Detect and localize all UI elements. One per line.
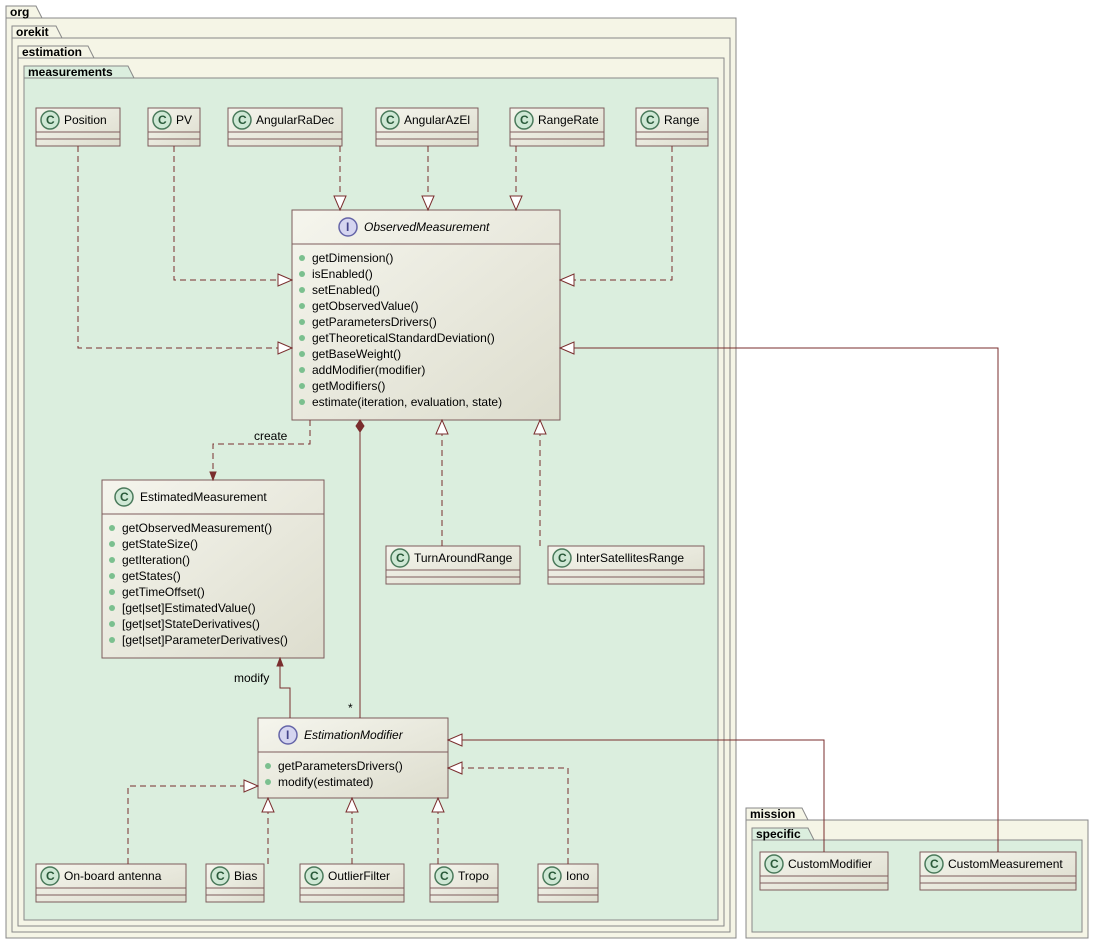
pkg-orekit-label: orekit [16, 25, 49, 39]
svg-text:C: C [558, 551, 567, 565]
svg-text:[get|set]StateDerivatives(): [get|set]StateDerivatives() [122, 617, 260, 631]
svg-text:EstimationModifier: EstimationModifier [304, 728, 404, 742]
svg-text:C: C [386, 113, 395, 127]
class-Tropo: C Tropo [430, 864, 498, 902]
svg-text:I: I [286, 728, 289, 742]
svg-text:PV: PV [176, 113, 192, 127]
class-PV: C PV [148, 108, 200, 146]
svg-text:getIteration(): getIteration() [122, 553, 190, 567]
class-TurnAroundRange: C TurnAroundRange [386, 546, 520, 584]
svg-text:On-board antenna: On-board antenna [64, 869, 162, 883]
class-OutlierFilter: C OutlierFilter [300, 864, 404, 902]
class-Range: C Range [636, 108, 708, 146]
svg-text:Position: Position [64, 113, 107, 127]
svg-text:getParametersDrivers(): getParametersDrivers() [278, 759, 403, 773]
class-Iono: C Iono [538, 864, 598, 902]
svg-text:InterSatellitesRange: InterSatellitesRange [576, 551, 684, 565]
class-EstimatedMeasurement: C EstimatedMeasurement getObservedMeasur… [102, 480, 324, 658]
svg-text:I: I [346, 220, 349, 234]
class-AngularAzEl: C AngularAzEl [376, 108, 478, 146]
svg-text:Bias: Bias [234, 869, 257, 883]
svg-text:RangeRate: RangeRate [538, 113, 599, 127]
svg-text:getStates(): getStates() [122, 569, 181, 583]
svg-text:CustomMeasurement: CustomMeasurement [948, 857, 1063, 871]
pkg-mission-label: mission [750, 807, 795, 821]
svg-text:getObservedValue(): getObservedValue() [312, 299, 419, 313]
pkg-estimation-label: estimation [22, 45, 82, 59]
svg-text:ObservedMeasurement: ObservedMeasurement [364, 220, 490, 234]
svg-text:[get|set]EstimatedValue(): [get|set]EstimatedValue() [122, 601, 256, 615]
svg-text:AngularRaDec: AngularRaDec [256, 113, 334, 127]
class-CustomModifier: C CustomModifier [760, 852, 888, 890]
svg-text:EstimatedMeasurement: EstimatedMeasurement [140, 490, 267, 504]
svg-text:C: C [520, 113, 529, 127]
pkg-specific-label: specific [756, 827, 801, 841]
svg-text:C: C [46, 869, 55, 883]
svg-text:getBaseWeight(): getBaseWeight() [312, 347, 401, 361]
label-star: * [348, 701, 353, 715]
class-Position: C Position [36, 108, 120, 146]
svg-text:C: C [646, 113, 655, 127]
svg-text:C: C [770, 857, 779, 871]
pkg-org-label: org [10, 5, 29, 19]
svg-text:getDimension(): getDimension() [312, 251, 393, 265]
svg-text:CustomModifier: CustomModifier [788, 857, 872, 871]
label-create: create [254, 429, 288, 443]
svg-text:C: C [120, 490, 129, 504]
class-CustomMeasurement: C CustomMeasurement [920, 852, 1076, 890]
svg-text:OutlierFilter: OutlierFilter [328, 869, 390, 883]
class-Bias: C Bias [206, 864, 264, 902]
svg-text:addModifier(modifier): addModifier(modifier) [312, 363, 425, 377]
svg-text:AngularAzEl: AngularAzEl [404, 113, 470, 127]
svg-text:[get|set]ParameterDerivatives(: [get|set]ParameterDerivatives() [122, 633, 288, 647]
svg-text:getParametersDrivers(): getParametersDrivers() [312, 315, 437, 329]
class-OnBoardAntenna: C On-board antenna [36, 864, 186, 902]
svg-text:isEnabled(): isEnabled() [312, 267, 373, 281]
svg-text:C: C [310, 869, 319, 883]
svg-text:modify(estimated): modify(estimated) [278, 775, 373, 789]
uml-diagram: org orekit estimation measurements missi… [0, 0, 1094, 946]
label-modify: modify [234, 671, 269, 685]
svg-text:C: C [440, 869, 449, 883]
class-RangeRate: C RangeRate [510, 108, 604, 146]
svg-text:TurnAroundRange: TurnAroundRange [414, 551, 513, 565]
svg-text:getModifiers(): getModifiers() [312, 379, 385, 393]
svg-text:Iono: Iono [566, 869, 590, 883]
class-AngularRaDec: C AngularRaDec [228, 108, 342, 146]
svg-text:getTimeOffset(): getTimeOffset() [122, 585, 205, 599]
svg-text:C: C [548, 869, 557, 883]
svg-text:C: C [930, 857, 939, 871]
svg-text:C: C [158, 113, 167, 127]
svg-text:C: C [216, 869, 225, 883]
pkg-measurements-label: measurements [28, 65, 113, 79]
svg-text:Range: Range [664, 113, 700, 127]
class-InterSatellitesRange: C InterSatellitesRange [548, 546, 704, 584]
class-ObservedMeasurement: I ObservedMeasurement getDimension() isE… [292, 210, 560, 420]
svg-text:C: C [46, 113, 55, 127]
svg-text:getStateSize(): getStateSize() [122, 537, 198, 551]
svg-text:C: C [396, 551, 405, 565]
svg-text:setEnabled(): setEnabled() [312, 283, 380, 297]
class-EstimationModifier: I EstimationModifier getParametersDriver… [258, 718, 448, 798]
svg-text:Tropo: Tropo [458, 869, 489, 883]
svg-text:C: C [238, 113, 247, 127]
svg-text:estimate(iteration, evaluation: estimate(iteration, evaluation, state) [312, 395, 502, 409]
svg-text:getObservedMeasurement(): getObservedMeasurement() [122, 521, 272, 535]
svg-text:getTheoreticalStandardDeviatio: getTheoreticalStandardDeviation() [312, 331, 495, 345]
